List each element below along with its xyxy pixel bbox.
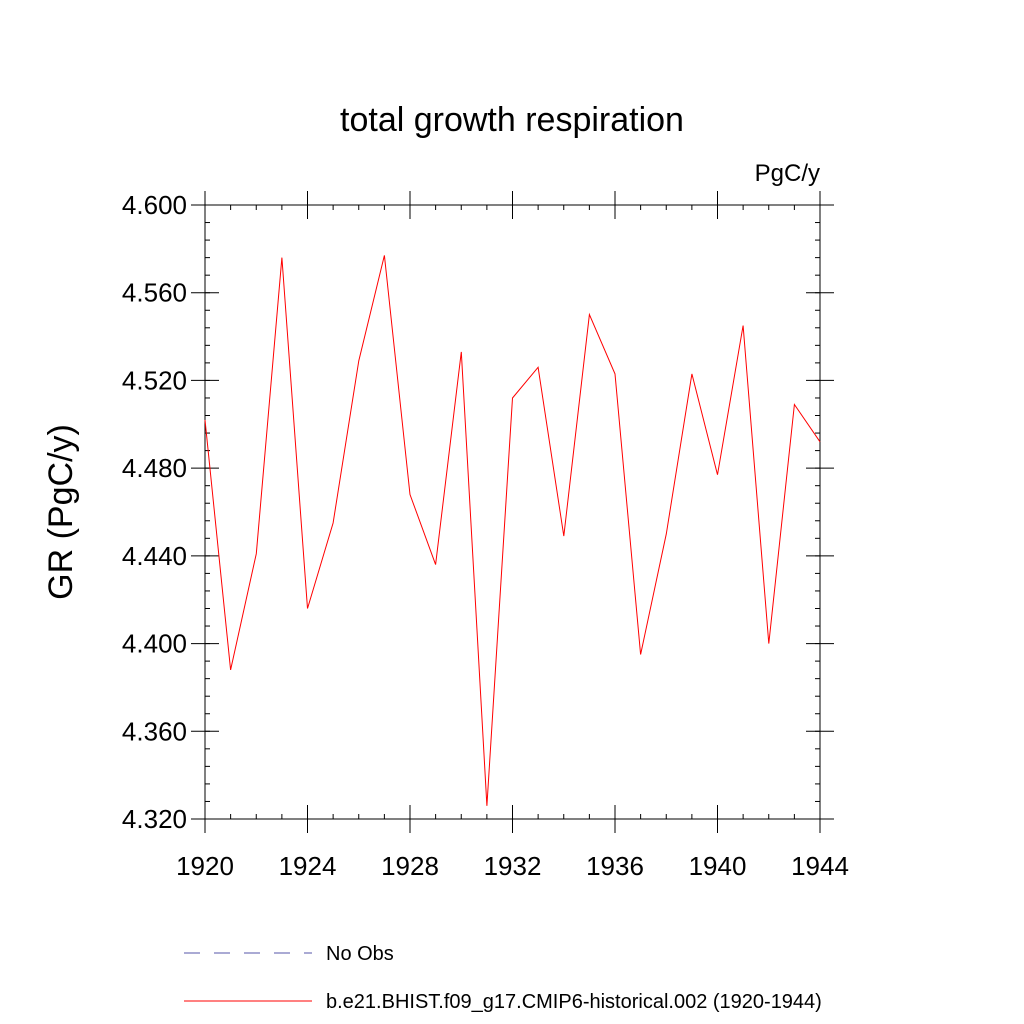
legend: No Obs b.e21.BHIST.f09_g17.CMIP6-historic… xyxy=(184,943,822,1013)
y-tick-label: 4.480 xyxy=(122,453,187,483)
y-tick-label: 4.560 xyxy=(122,278,187,308)
chart-title: total growth respiration xyxy=(340,101,684,139)
series-layer xyxy=(204,255,821,806)
x-axis: 1920 1924 1928 1932 1936 1940 1944 xyxy=(176,191,849,881)
plot-frame xyxy=(204,204,821,820)
x-tick-label: 1920 xyxy=(176,851,234,881)
x-tick-label: 1944 xyxy=(791,851,849,881)
y-tick-label: 4.400 xyxy=(122,629,187,659)
x-tick-label: 1924 xyxy=(279,851,337,881)
y-tick-label: 4.520 xyxy=(122,365,187,395)
units-label: PgC/y xyxy=(755,160,820,187)
y-axis-label: GR (PgC/y) xyxy=(42,424,80,600)
x-tick-label: 1932 xyxy=(484,851,542,881)
x-tick-label: 1928 xyxy=(381,851,439,881)
x-tick-label: 1936 xyxy=(586,851,644,881)
y-tick-label: 4.320 xyxy=(122,804,187,834)
y-tick-label: 4.440 xyxy=(122,541,187,571)
y-tick-label: 4.600 xyxy=(122,190,187,220)
y-tick-label: 4.360 xyxy=(122,716,187,746)
y-axis: 4.320 4.360 4.400 4.440 4.480 4.520 4.560 4.600 xyxy=(122,190,834,834)
series-line xyxy=(204,255,821,806)
legend-label: No Obs xyxy=(326,943,394,965)
legend-label: b.e21.BHIST.f09_g17.CMIP6-historical.002… xyxy=(326,991,822,1013)
x-tick-label: 1940 xyxy=(689,851,747,881)
